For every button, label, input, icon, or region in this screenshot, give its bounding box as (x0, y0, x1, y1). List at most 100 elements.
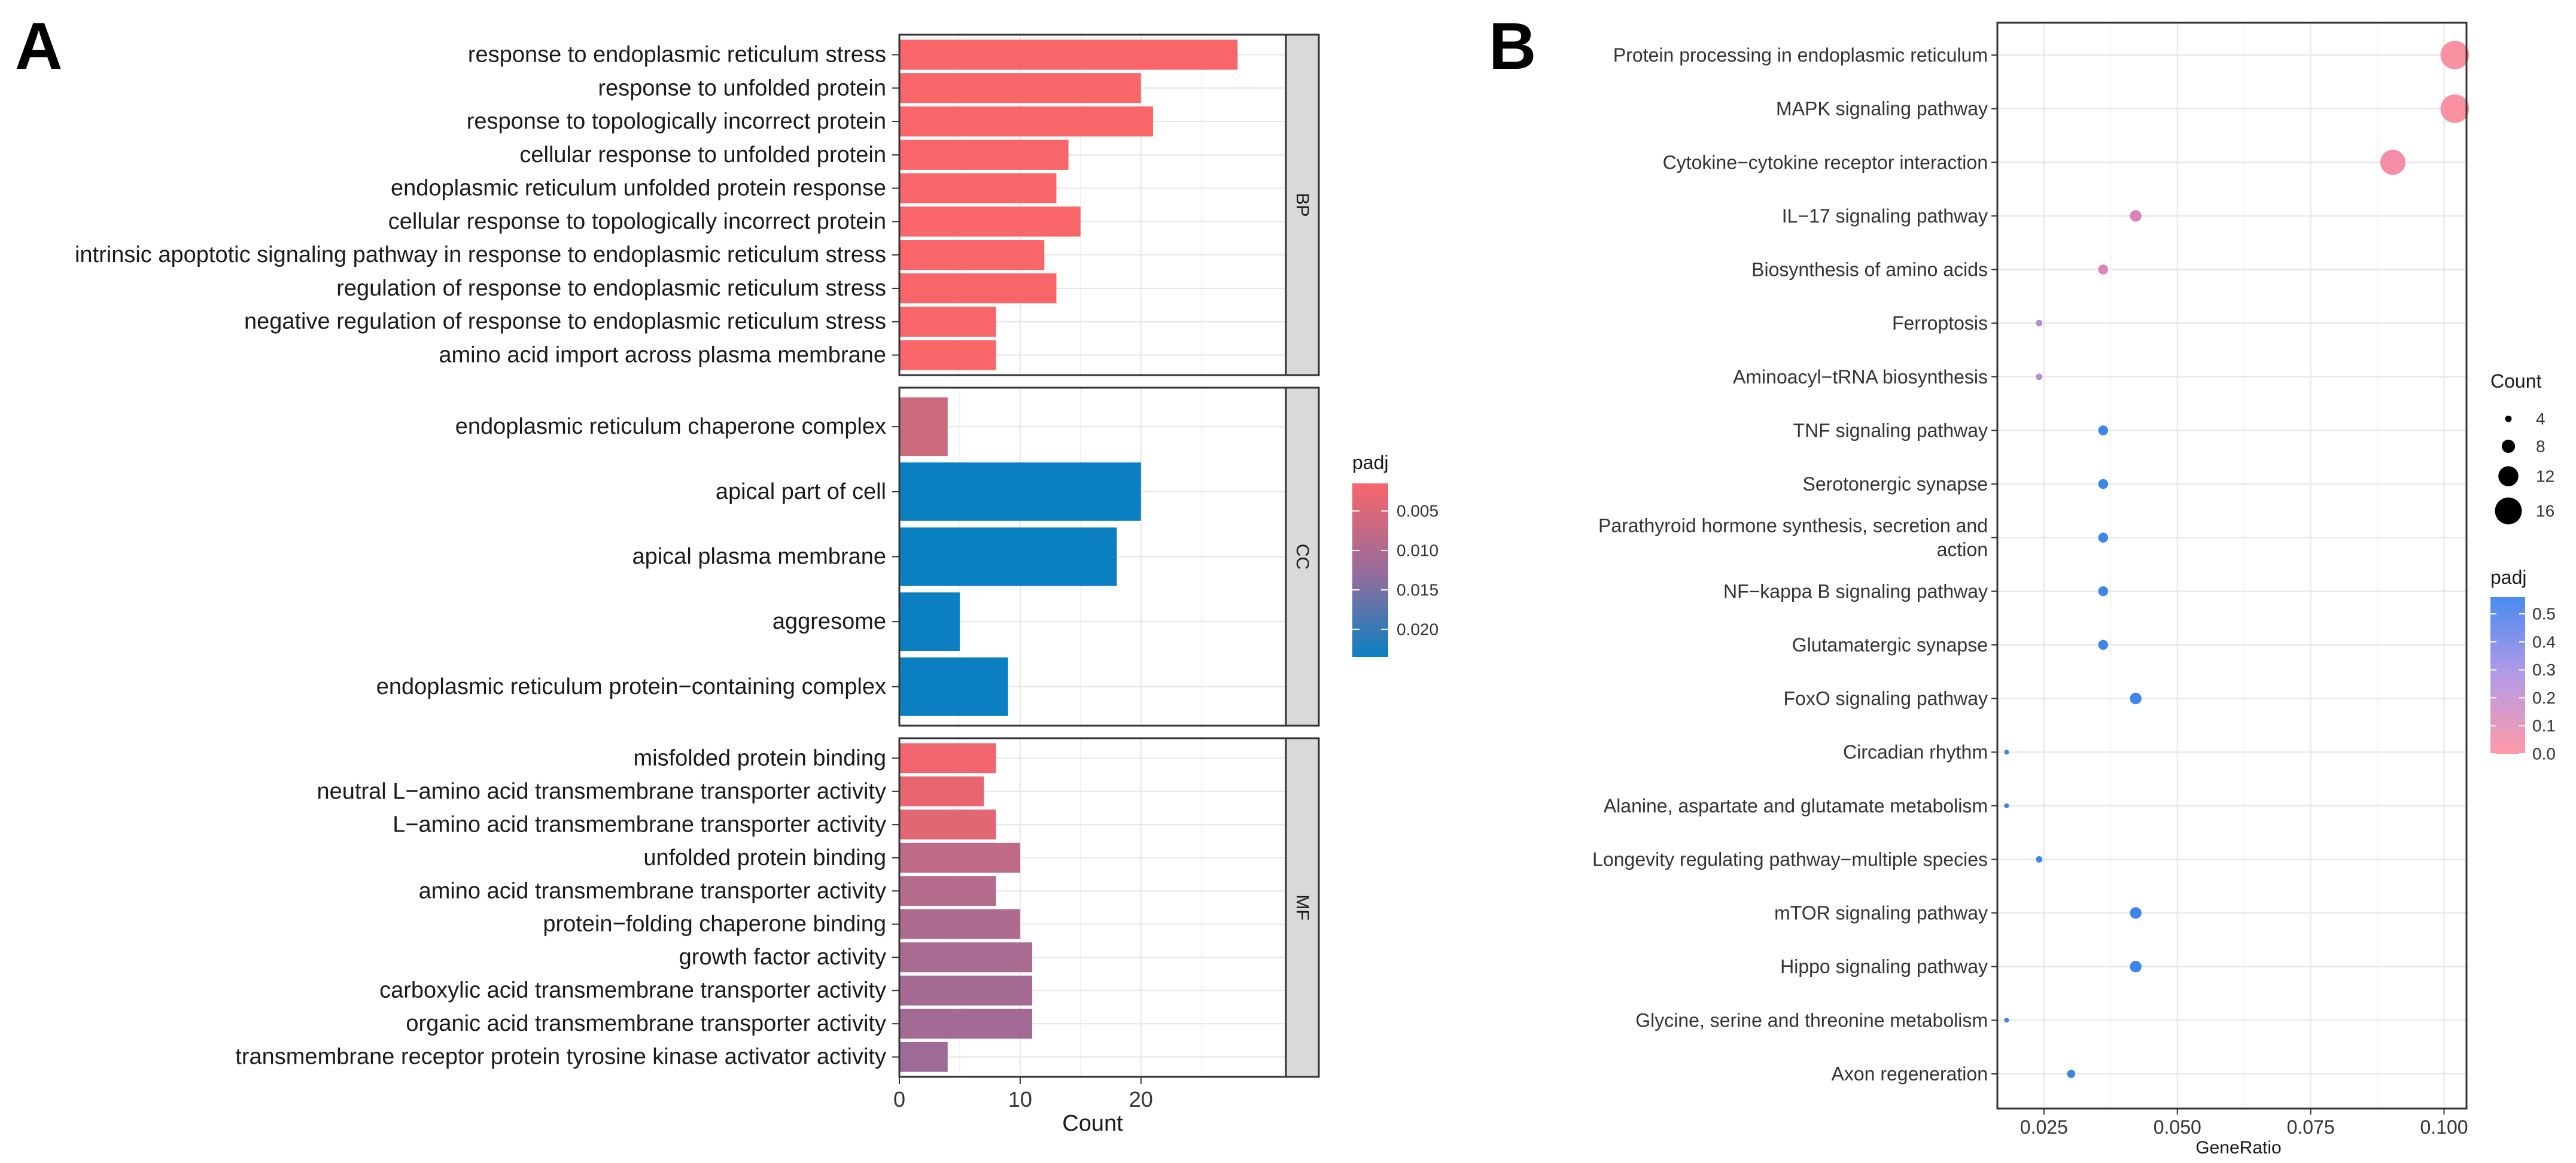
dot-2 (2440, 94, 2469, 123)
bar-cc-1 (899, 397, 948, 456)
bar-cc-3 (899, 527, 1117, 586)
panel-a-letter: A (15, 10, 62, 83)
category-label: apical part of cell (716, 479, 886, 504)
pathway-label: Glycine, serine and threonine metabolism (1635, 1009, 1988, 1031)
category-label: growth factor activity (679, 945, 886, 970)
x-tick-label: 0.075 (2287, 1116, 2335, 1138)
dot-7 (2036, 373, 2043, 380)
dot-17 (2130, 907, 2142, 919)
count-legend-label: 4 (2536, 410, 2545, 428)
category-label: response to topologically incorrect prot… (467, 109, 886, 134)
bar-mf-2 (899, 776, 984, 806)
dot-3 (2380, 150, 2405, 175)
category-label: regulation of response to endoplasmic re… (336, 276, 886, 301)
category-label: L−amino acid transmembrane transporter a… (393, 812, 886, 837)
category-label: neutral L−amino acid transmembrane trans… (317, 779, 886, 804)
panel-a-legend-colorbar (1352, 483, 1388, 657)
dot-10 (2098, 532, 2109, 543)
pathway-label: Alanine, aspartate and glutamate metabol… (1604, 795, 1988, 817)
bar-bp-10 (899, 340, 996, 370)
pathway-label: Axon regeneration (1831, 1063, 1988, 1085)
pathway-label: TNF signaling pathway (1793, 419, 1988, 441)
bar-mf-1 (899, 743, 996, 774)
dot-13 (2130, 692, 2142, 705)
category-label: negative regulation of response to endop… (244, 309, 886, 334)
panel-b-x-axis-title: GeneRatio (2195, 1138, 2281, 1158)
count-legend-dot (2501, 439, 2516, 453)
bar-bp-4 (899, 139, 1069, 170)
category-label: amino acid transmembrane transporter act… (419, 878, 886, 903)
bar-bp-3 (899, 106, 1153, 137)
category-label: misfolded protein binding (634, 745, 887, 771)
dot-20 (2067, 1070, 2076, 1078)
category-label: response to endoplasmic reticulum stress (468, 42, 886, 67)
panel-b-count-legend: Count 4 8 12 16 (2490, 370, 2554, 525)
bar-mf-8 (899, 975, 1033, 1006)
padj-legend-label: 0.0 (2532, 745, 2556, 763)
facet-strip-label: CC (1292, 544, 1312, 570)
facet-strip-label: MF (1292, 894, 1312, 920)
pathway-label: Longevity regulating pathway−multiple sp… (1592, 848, 1988, 870)
x-tick-label: 0 (893, 1087, 905, 1112)
pathway-label: FoxO signaling pathway (1783, 688, 1988, 710)
category-label: organic acid transmembrane transporter a… (406, 1011, 886, 1036)
legend-tick-label: 0.020 (1397, 620, 1438, 638)
category-label: intrinsic apoptotic signaling pathway in… (75, 242, 886, 267)
pathway-label: Protein processing in endoplasmic reticu… (1613, 44, 1988, 66)
x-tick-label: 0.100 (2420, 1116, 2468, 1138)
pathway-label: Glutamatergic synapse (1792, 634, 1988, 656)
pathway-label: mTOR signaling pathway (1774, 902, 1988, 924)
panel-a-x-axis: 0 10 20 (893, 1077, 1153, 1112)
pathway-label-line1: Parathyroid hormone synthesis, secretion… (1598, 515, 1988, 537)
panel-a-legend-title: padj (1352, 452, 1389, 473)
count-legend-dot (2498, 466, 2519, 486)
bar-bp-5 (899, 173, 1057, 203)
category-label: apical plasma membrane (632, 544, 886, 570)
bar-mf-6 (899, 909, 1020, 939)
count-legend-label: 12 (2536, 467, 2554, 486)
dot-18 (2130, 961, 2142, 973)
bar-bp-8 (899, 273, 1057, 304)
pathway-label-line2: action (1937, 539, 1988, 561)
category-label: unfolded protein binding (643, 845, 886, 870)
legend-tick-label: 0.005 (1397, 502, 1438, 520)
bar-mf-10 (899, 1042, 948, 1072)
bar-cc-4 (899, 592, 960, 651)
panel-a-padj-legend: padj 0.005 0.010 0.015 0.020 (1352, 452, 1438, 657)
x-tick-label: 20 (1129, 1087, 1153, 1112)
dot-1 (2440, 41, 2469, 69)
category-label: endoplasmic reticulum chaperone complex (455, 414, 886, 439)
category-label: aggresome (773, 609, 886, 634)
dot-8 (2098, 425, 2109, 436)
pathway-label: Circadian rhythm (1843, 741, 1988, 763)
category-label: cellular response to topologically incor… (388, 209, 886, 234)
cc-facet-panel: endoplasmic reticulum chaperone complex a… (376, 386, 1320, 727)
padj-legend-label: 0.2 (2532, 689, 2556, 707)
x-tick-label: 10 (1008, 1087, 1032, 1112)
category-label: transmembrane receptor protein tyrosine … (235, 1045, 886, 1070)
dot-15 (2004, 803, 2009, 808)
pathway-label: Cytokine−cytokine receptor interaction (1663, 151, 1988, 173)
bar-mf-9 (899, 1009, 1033, 1039)
bar-bp-9 (899, 306, 996, 337)
count-legend-dot (2495, 497, 2522, 525)
legend-tick-label: 0.010 (1397, 541, 1438, 560)
dot-5 (2098, 264, 2109, 275)
category-label: cellular response to unfolded protein (519, 142, 886, 168)
dot-16 (2036, 856, 2043, 863)
pathway-label: NF−kappa B signaling pathway (1723, 580, 1988, 602)
dot-19 (2004, 1018, 2009, 1023)
bar-mf-5 (899, 876, 996, 906)
padj-legend-label: 0.1 (2532, 717, 2556, 735)
dot-11 (2098, 586, 2109, 596)
bar-bp-7 (899, 240, 1045, 270)
bar-mf-4 (899, 842, 1020, 873)
plot-background (1997, 23, 2466, 1109)
panel-b-count-legend-title: Count (2490, 370, 2542, 392)
legend-tick-label: 0.015 (1397, 580, 1438, 599)
dot-9 (2098, 479, 2109, 489)
padj-legend-label: 0.4 (2532, 632, 2556, 651)
count-legend-dot (2505, 415, 2512, 422)
dot-14 (2004, 750, 2009, 755)
